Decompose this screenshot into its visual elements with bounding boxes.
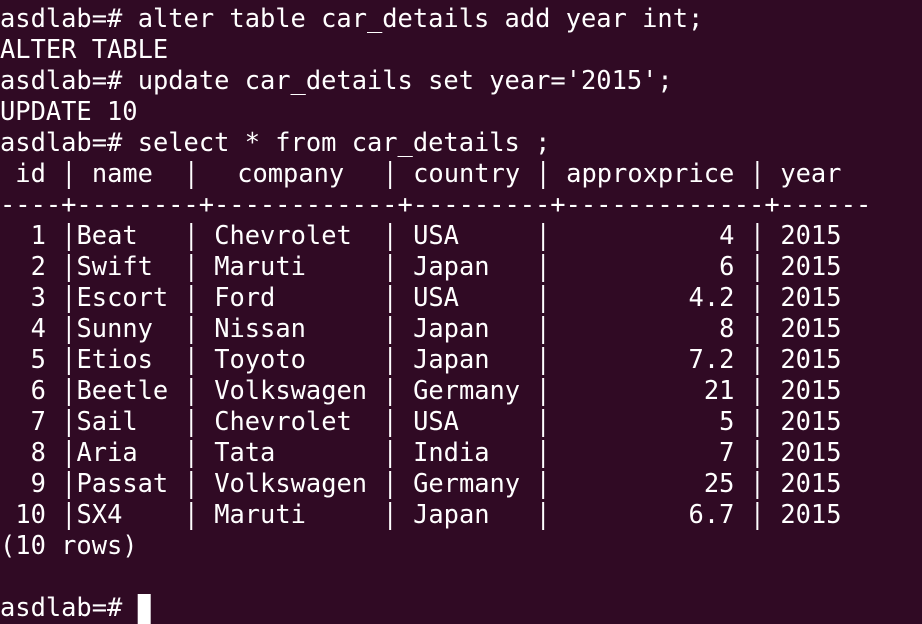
command-input: alter table car_details add year int;: [138, 3, 704, 33]
table-cell: Germany: [413, 375, 520, 405]
table-cell: 7: [719, 437, 734, 467]
table-cell: Aria: [77, 437, 138, 467]
table-cell: 2015: [780, 251, 841, 281]
table-cell: USA: [413, 282, 459, 312]
table-cell: 2015: [780, 375, 841, 405]
table-cell: Sail: [77, 406, 138, 436]
table-cell: 2015: [780, 220, 841, 250]
table-cell: 4: [31, 313, 46, 343]
table-cell: 6.7: [689, 499, 735, 529]
table-cell: Toyoto: [214, 344, 306, 374]
column-header: name: [92, 158, 153, 188]
table-cell: USA: [413, 406, 459, 436]
column-header: country: [413, 158, 520, 188]
table-cell: 7: [31, 406, 46, 436]
table-cell: 2015: [780, 437, 841, 467]
table-cell: Etios: [77, 344, 153, 374]
table-cell: Beat: [77, 220, 138, 250]
table-cell: Japan: [413, 251, 489, 281]
prompt: asdlab=#: [0, 65, 123, 95]
column-header: approxprice: [566, 158, 734, 188]
table-cell: SX4: [77, 499, 123, 529]
table-cell: 2015: [780, 468, 841, 498]
table-cell: 8: [31, 437, 46, 467]
prompt: asdlab=#: [0, 127, 123, 157]
command-output: UPDATE 10: [0, 96, 138, 126]
table-cell: 2015: [780, 282, 841, 312]
column-header: company: [237, 158, 344, 188]
table-cell: Escort: [77, 282, 169, 312]
table-separator: ----+--------+------------+---------+---…: [0, 189, 871, 219]
table-cell: Japan: [413, 313, 489, 343]
table-cell: Chevrolet: [214, 220, 352, 250]
table-cell: 21: [704, 375, 735, 405]
row-count: (10 rows): [0, 530, 138, 560]
table-cell: 3: [31, 282, 46, 312]
prompt: asdlab=#: [0, 3, 123, 33]
table-cell: USA: [413, 220, 459, 250]
prompt: asdlab=#: [0, 592, 123, 622]
table-cell: 9: [31, 468, 46, 498]
table-cell: 2015: [780, 313, 841, 343]
table-cell: Volkswagen: [214, 468, 367, 498]
table-cell: 25: [704, 468, 735, 498]
table-cell: India: [413, 437, 489, 467]
table-cell: 5: [31, 344, 46, 374]
table-cell: Beetle: [77, 375, 169, 405]
table-cell: 7.2: [689, 344, 735, 374]
command-output: ALTER TABLE: [0, 34, 168, 64]
table-cell: 2: [31, 251, 46, 281]
column-header: id: [15, 158, 46, 188]
table-cell: Ford: [214, 282, 275, 312]
table-cell: 4: [719, 220, 734, 250]
table-cell: 4.2: [689, 282, 735, 312]
table-cell: 2015: [780, 499, 841, 529]
table-cell: Volkswagen: [214, 375, 367, 405]
table-cell: 2015: [780, 406, 841, 436]
command-input: select * from car_details ;: [138, 127, 551, 157]
table-cell: 6: [31, 375, 46, 405]
table-cell: 1: [31, 220, 46, 250]
table-cell: 6: [719, 251, 734, 281]
table-cell: Maruti: [214, 499, 306, 529]
table-cell: Passat: [77, 468, 169, 498]
table-cell: Tata: [214, 437, 275, 467]
table-cell: Japan: [413, 344, 489, 374]
table-cell: Nissan: [214, 313, 306, 343]
table-cell: 8: [719, 313, 734, 343]
column-header: year: [780, 158, 841, 188]
table-cell: Swift: [77, 251, 153, 281]
table-cell: 10: [15, 499, 46, 529]
table-cell: Sunny: [77, 313, 153, 343]
table-cell: Germany: [413, 468, 520, 498]
table-cell: 5: [719, 406, 734, 436]
table-cell: Chevrolet: [214, 406, 352, 436]
table-cell: 2015: [780, 344, 841, 374]
cursor: [137, 594, 151, 624]
table-cell: Japan: [413, 499, 489, 529]
command-input: update car_details set year='2015';: [138, 65, 673, 95]
table-cell: Maruti: [214, 251, 306, 281]
